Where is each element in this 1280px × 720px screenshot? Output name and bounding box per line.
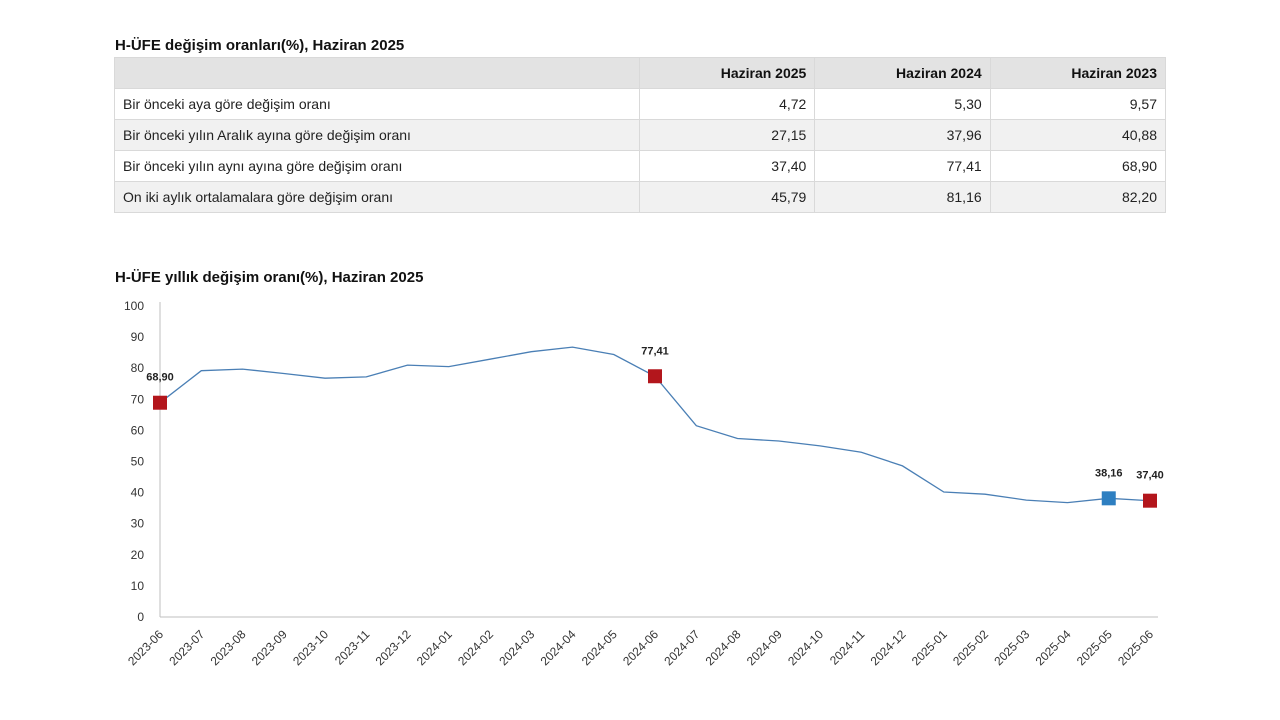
data-point-marker [153, 395, 167, 410]
x-tick-label: 2024-03 [496, 627, 537, 668]
row-label: On iki aylık ortalamalara göre değişim o… [114, 181, 640, 213]
data-point-label: 68,90 [146, 372, 174, 384]
cell-value: 37,96 [814, 119, 991, 151]
y-tick-label: 70 [131, 392, 145, 406]
table-row: On iki aylık ortalamalara göre değişim o… [114, 181, 1167, 213]
cell-value: 5,30 [814, 88, 991, 120]
y-tick-label: 90 [131, 330, 145, 344]
y-tick-label: 100 [124, 299, 144, 313]
y-tick-label: 30 [131, 517, 145, 531]
row-label: Bir önceki yılın Aralık ayına göre değiş… [114, 119, 640, 151]
y-tick-label: 80 [131, 361, 145, 375]
cell-value: 27,15 [638, 119, 816, 151]
table-header-row: Haziran 2025 Haziran 2024 Haziran 2023 [114, 57, 1167, 89]
x-tick-label: 2025-06 [1115, 627, 1156, 668]
y-tick-label: 0 [137, 610, 144, 624]
header-haziran-2025: Haziran 2025 [638, 57, 816, 89]
x-tick-label: 2024-06 [620, 627, 661, 668]
x-tick-label: 2025-03 [991, 627, 1032, 668]
cell-value: 9,57 [989, 88, 1167, 120]
table-row: Bir önceki yılın aynı ayına göre değişim… [114, 150, 1167, 182]
change-rates-table: Haziran 2025 Haziran 2024 Haziran 2023 B… [114, 57, 1167, 213]
x-tick-label: 2023-06 [125, 627, 166, 668]
y-tick-label: 60 [131, 423, 145, 437]
cell-value: 4,72 [638, 88, 816, 120]
y-tick-label: 10 [131, 579, 145, 593]
cell-value: 81,16 [814, 181, 991, 213]
x-tick-label: 2024-08 [703, 627, 744, 668]
cell-value: 45,79 [638, 181, 816, 213]
x-tick-label: 2024-07 [661, 627, 702, 668]
data-point-marker [1143, 493, 1157, 508]
data-point-label: 38,16 [1095, 467, 1123, 479]
x-tick-label: 2025-05 [1074, 627, 1115, 668]
y-tick-label: 50 [131, 455, 145, 469]
data-point-label: 77,41 [641, 345, 669, 357]
x-tick-label: 2023-07 [166, 627, 207, 668]
header-haziran-2023: Haziran 2023 [989, 57, 1167, 89]
x-tick-label: 2024-12 [868, 627, 909, 668]
row-label: Bir önceki aya göre değişim oranı [114, 88, 640, 120]
x-tick-label: 2025-01 [909, 627, 950, 668]
header-empty [114, 57, 640, 89]
x-tick-label: 2024-11 [827, 627, 868, 668]
cell-value: 77,41 [814, 150, 991, 182]
data-point-marker [648, 369, 662, 384]
table-row: Bir önceki aya göre değişim oranı 4,72 5… [114, 88, 1167, 120]
x-tick-label: 2023-12 [373, 627, 414, 668]
chart-title: H-ÜFE yıllık değişim oranı(%), Haziran 2… [115, 269, 424, 286]
table-row: Bir önceki yılın Aralık ayına göre değiş… [114, 119, 1167, 151]
header-haziran-2024: Haziran 2024 [814, 57, 991, 89]
cell-value: 82,20 [989, 181, 1167, 213]
cell-value: 37,40 [638, 150, 816, 182]
x-tick-label: 2023-11 [332, 627, 373, 668]
x-tick-label: 2024-09 [744, 627, 785, 668]
x-tick-label: 2024-01 [414, 627, 455, 668]
x-tick-label: 2024-10 [785, 627, 826, 668]
table-title: H-ÜFE değişim oranları(%), Haziran 2025 [115, 37, 405, 54]
x-tick-label: 2024-02 [455, 627, 496, 668]
data-point-marker [1101, 491, 1116, 506]
x-tick-label: 2024-04 [538, 627, 579, 668]
cell-value: 68,90 [989, 150, 1167, 182]
y-tick-label: 20 [131, 548, 145, 562]
x-tick-label: 2025-02 [950, 627, 991, 668]
x-tick-label: 2024-05 [579, 627, 620, 668]
x-tick-label: 2025-04 [1033, 627, 1074, 668]
cell-value: 40,88 [989, 119, 1167, 151]
x-tick-label: 2023-08 [208, 627, 249, 668]
x-tick-label: 2023-10 [290, 627, 331, 668]
x-tick-label: 2023-09 [249, 627, 290, 668]
row-label: Bir önceki yılın aynı ayına göre değişim… [114, 150, 640, 182]
y-tick-label: 40 [131, 486, 145, 500]
data-point-label: 37,40 [1136, 470, 1164, 482]
